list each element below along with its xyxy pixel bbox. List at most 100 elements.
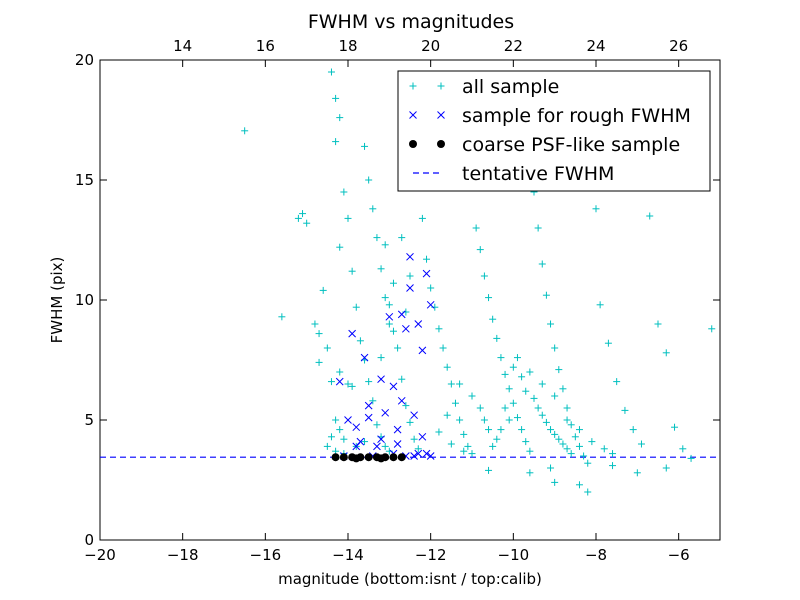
all-sample-point bbox=[431, 303, 439, 311]
all-sample-point bbox=[468, 450, 476, 458]
all-sample-point bbox=[315, 358, 323, 366]
all-sample-point bbox=[596, 301, 604, 309]
all-sample-point bbox=[575, 481, 583, 489]
rough-fwhm-point bbox=[385, 312, 394, 321]
all-sample-point bbox=[344, 214, 352, 222]
all-sample-point bbox=[654, 320, 662, 328]
all-sample-point bbox=[423, 255, 431, 263]
all-sample-point bbox=[398, 375, 406, 383]
all-sample-point bbox=[480, 272, 488, 280]
chart-title: FWHM vs magnitudes bbox=[308, 11, 514, 33]
all-sample-point bbox=[311, 320, 319, 328]
all-sample-point bbox=[526, 469, 534, 477]
all-sample-point bbox=[501, 404, 509, 412]
all-sample-point bbox=[323, 442, 331, 450]
legend-label-tentative-fwhm: tentative FWHM bbox=[462, 163, 614, 185]
all-sample-point bbox=[542, 418, 550, 426]
all-sample-point bbox=[398, 234, 406, 242]
top-x-tick-label: 18 bbox=[338, 37, 357, 55]
axes-layer: −20 −18 −16 −14 −12 −10 −8 −6 14 16 18 20 22 24 26 0 5 10… bbox=[75, 37, 720, 564]
psf-like-point bbox=[331, 453, 340, 462]
all-sample-point bbox=[633, 469, 641, 477]
all-sample-point bbox=[555, 366, 563, 374]
rough-fwhm-point bbox=[356, 437, 365, 446]
all-sample-point bbox=[373, 234, 381, 242]
all-sample-point bbox=[604, 339, 612, 347]
legend-entry-tentative-fwhm: tentative FWHM bbox=[413, 163, 614, 185]
x-tick-label: −18 bbox=[167, 546, 199, 564]
all-sample-point bbox=[493, 334, 501, 342]
top-x-tick-label: 24 bbox=[586, 37, 605, 55]
rough-fwhm-point bbox=[422, 449, 431, 458]
legend-entry-all-sample: all sample bbox=[409, 76, 559, 98]
all-sample-point bbox=[542, 291, 550, 299]
top-x-tick-label: 22 bbox=[504, 37, 523, 55]
rough-fwhm-point bbox=[414, 320, 423, 328]
all-sample-point bbox=[501, 370, 509, 378]
all-sample-point bbox=[427, 284, 435, 292]
all-sample-point bbox=[551, 392, 559, 400]
all-sample-point bbox=[385, 320, 393, 328]
rough-fwhm-point bbox=[406, 284, 414, 292]
legend-entry-rough-fwhm: sample for rough FWHM bbox=[409, 105, 691, 127]
rough-fwhm-point bbox=[410, 411, 418, 420]
all-sample-point bbox=[352, 303, 360, 311]
all-sample-point bbox=[336, 243, 344, 251]
all-sample-point bbox=[509, 399, 517, 407]
all-sample-point bbox=[327, 433, 335, 441]
all-sample-point bbox=[348, 382, 356, 390]
all-sample-point bbox=[571, 433, 579, 441]
all-sample-point bbox=[662, 349, 670, 357]
rough-fwhm-point bbox=[393, 440, 402, 448]
legend-marker-point bbox=[437, 140, 445, 148]
all-sample-point bbox=[646, 212, 654, 220]
rough-fwhm-point bbox=[426, 452, 435, 460]
rough-fwhm-point bbox=[406, 252, 414, 261]
rough-fwhm-point bbox=[352, 423, 361, 432]
all-sample-point bbox=[332, 94, 340, 102]
all-sample-point bbox=[348, 267, 356, 275]
all-sample-point bbox=[679, 445, 687, 453]
all-sample-point bbox=[518, 426, 526, 434]
all-sample-point bbox=[414, 445, 422, 453]
legend-marker-point bbox=[409, 111, 417, 119]
all-sample-point bbox=[435, 428, 443, 436]
psf-like-point bbox=[389, 453, 398, 462]
all-sample-point bbox=[468, 392, 476, 400]
legend-box bbox=[397, 70, 711, 192]
all-sample-point bbox=[443, 363, 451, 371]
rough-fwhm-point bbox=[389, 382, 398, 391]
all-sample-point bbox=[526, 447, 534, 455]
all-sample-point bbox=[410, 435, 418, 443]
all-sample-point bbox=[319, 286, 327, 294]
legend-label-rough-fwhm: sample for rough FWHM bbox=[462, 105, 691, 127]
all-sample-point bbox=[365, 378, 373, 386]
all-sample-point bbox=[389, 327, 397, 335]
rough-fwhm-point bbox=[348, 329, 356, 338]
all-sample-point bbox=[369, 397, 377, 405]
all-sample-point bbox=[708, 325, 716, 333]
legend: all sample sample for rough FWHM coarse … bbox=[397, 70, 711, 192]
top-x-tick-label: 20 bbox=[421, 37, 440, 55]
all-sample-point bbox=[327, 68, 335, 76]
rough-fwhm-point bbox=[422, 269, 431, 278]
all-sample-point bbox=[485, 466, 493, 474]
all-sample-point bbox=[365, 176, 373, 184]
all-sample-point bbox=[671, 423, 679, 431]
all-sample-point bbox=[394, 344, 402, 352]
all-sample-point bbox=[485, 294, 493, 302]
all-sample-point bbox=[447, 440, 455, 448]
all-sample-point bbox=[480, 416, 488, 424]
all-sample-point bbox=[567, 421, 575, 429]
all-sample-point bbox=[509, 363, 517, 371]
legend-marker-point bbox=[409, 82, 417, 90]
all-sample-point bbox=[402, 402, 410, 410]
rough-fwhm-point bbox=[344, 416, 352, 424]
legend-marker-dot-icon bbox=[409, 140, 445, 148]
all-sample-point bbox=[584, 488, 592, 496]
x-tick-label: −14 bbox=[332, 546, 364, 564]
all-sample-point bbox=[385, 301, 393, 309]
all-sample-point bbox=[538, 260, 546, 268]
all-sample-point bbox=[551, 344, 559, 352]
